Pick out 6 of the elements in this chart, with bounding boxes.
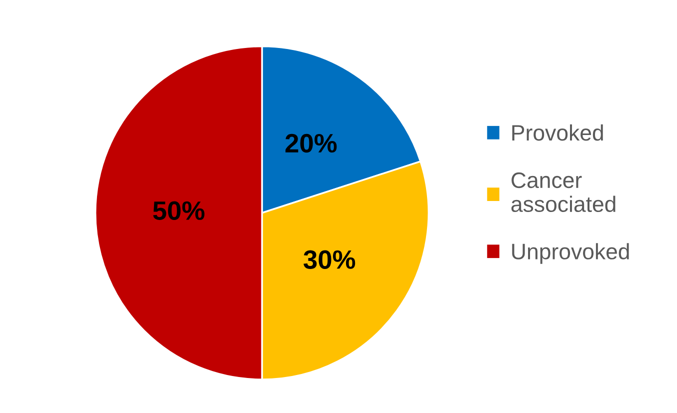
data-label: 20% <box>285 134 337 153</box>
legend-label: Unprovoked <box>512 243 629 264</box>
data-label: 50% <box>153 201 204 220</box>
legend-label: Provoked <box>512 124 603 141</box>
data-label: 30% <box>304 250 356 269</box>
legend-label: Cancer associated <box>511 172 616 212</box>
